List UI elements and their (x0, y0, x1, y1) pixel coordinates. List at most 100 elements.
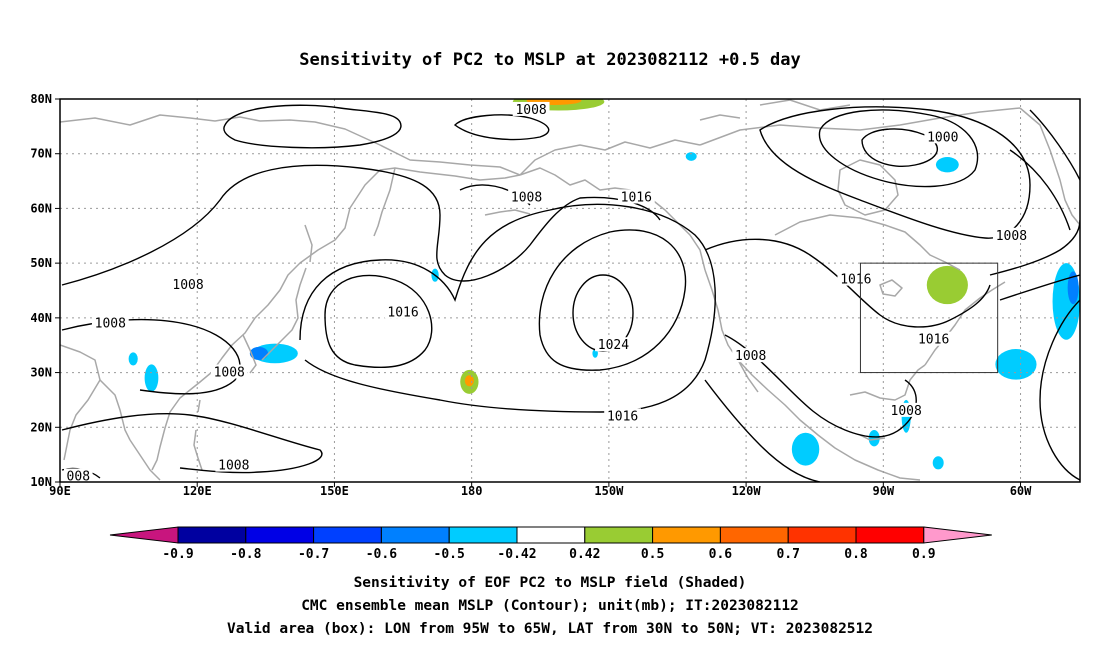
colorbar-box-3 (380, 526, 450, 544)
colorbar-label-10: 0.8 (844, 547, 868, 562)
lat-tick-label-6: 20N (30, 420, 52, 434)
contour-label-13: 1016 (607, 409, 638, 424)
colorbar-box-10 (855, 526, 925, 544)
lat-tick-label-3: 50N (30, 256, 52, 270)
colorbar-label-0: -0.9 (162, 547, 193, 562)
colorbar-box-2 (313, 526, 382, 544)
lon-tick-label-3: 180 (461, 484, 483, 498)
mslp-contours (61, 104, 1080, 482)
sensitivity-shading (128, 99, 1080, 470)
lat-tick-label-2: 60N (30, 201, 52, 215)
contour-label-10: 1024 (598, 338, 629, 353)
contour-label-bg-12 (210, 364, 248, 379)
colorbar-label-6: 0.42 (569, 547, 600, 562)
caption-valid-area: Valid area (box): LON from 95W to 65W, L… (226, 621, 873, 637)
caption-shading: Sensitivity of EOF PC2 to MSLP field (Sh… (353, 575, 747, 591)
lon-tick-label-0: 90E (49, 484, 71, 498)
contour-label-bg-7 (384, 304, 422, 319)
lon-tick-label-2: 150E (320, 484, 349, 498)
colorbar-arrow-left (109, 526, 179, 544)
shaded-region-17 (868, 430, 880, 447)
contour-label-11: 1008 (735, 349, 766, 364)
contour-label-8: 1008 (95, 316, 126, 331)
contour-label-bg-10 (595, 337, 632, 352)
shaded-region-6 (685, 152, 697, 161)
shaded-region-18 (791, 432, 820, 466)
colorbar-label-1: -0.8 (230, 547, 261, 562)
latitude-ticks: 80N 70N 60N 50N 40N 30N 20N 10N (30, 92, 60, 489)
colorbar-label-2: -0.7 (298, 547, 329, 562)
contour-label-7: 1016 (387, 305, 418, 320)
colorbar-label-5: -0.42 (497, 547, 536, 562)
shaded-region-14 (128, 352, 138, 366)
contour-label-1: 1000 (927, 130, 958, 145)
contour-label-6: 1016 (840, 273, 871, 288)
contour-label-bg-13 (604, 408, 642, 423)
contour-label-bg-8 (91, 315, 129, 330)
contour-label-5: 1008 (172, 278, 203, 293)
colorbar-label-9: 0.7 (776, 547, 799, 562)
caption-contour: CMC ensemble mean MSLP (Contour); unit(m… (301, 598, 799, 614)
colorbar-label-11: 0.9 (912, 547, 935, 562)
shaded-region-10 (1067, 271, 1079, 305)
colorbar-label-4: -0.5 (434, 547, 465, 562)
contour-label-bg-2 (508, 189, 545, 204)
contour-labels: 1008 1000 1008 1016 1008 1008 1016 1016 1008 1016… (63, 101, 1030, 485)
colorbar-box-8 (719, 526, 789, 544)
contour-label-bg-11 (732, 348, 770, 363)
coastlines (60, 99, 1080, 481)
contour-label-bg-1 (924, 129, 962, 144)
shaded-region-16 (932, 456, 944, 470)
lon-tick-label-4: 150W (594, 484, 624, 498)
map-frame (59, 98, 1081, 483)
lat-tick-label-4: 40N (30, 311, 52, 325)
contour-label-12: 1008 (214, 366, 245, 381)
colorbar-box-4 (448, 526, 518, 544)
colorbar-box-9 (787, 526, 857, 544)
contour-label-bg-15 (215, 457, 253, 472)
colorbar-box-7 (652, 526, 721, 544)
contour-label-bg-9 (915, 331, 953, 346)
contour-label-2: 1008 (511, 190, 542, 205)
contour-label-bg-3 (617, 189, 655, 204)
shaded-region-8 (995, 349, 1037, 380)
figure-title: Sensitivity of PC2 to MSLP at 2023082112… (299, 50, 801, 70)
colorbar-box-1 (245, 526, 315, 544)
colorbar-arrow-right (923, 526, 992, 544)
contour-label-bg-16 (63, 468, 93, 482)
longitude-ticks: 90E 120E 150E 180 150W 120W 90W 60W (49, 482, 1032, 498)
contour-label-bg-6 (837, 271, 875, 286)
colorbar-box-0 (177, 526, 247, 544)
lon-tick-label-6: 90W (872, 484, 894, 498)
shaded-region-19 (592, 349, 598, 358)
lon-tick-label-1: 120E (183, 484, 212, 498)
contour-label-bg-14 (887, 402, 925, 417)
contour-label-bg-0 (512, 101, 550, 116)
lon-tick-label-7: 60W (1010, 484, 1032, 498)
colorbar-box-6 (584, 526, 654, 544)
contour-label-9: 1016 (918, 333, 949, 348)
contour-label-bg-5 (169, 277, 207, 292)
contour-label-16: 008 (67, 470, 90, 485)
shaded-region-5 (935, 156, 959, 173)
contour-label-3: 1016 (621, 190, 652, 205)
lat-tick-label-5: 30N (30, 366, 52, 380)
shaded-region-2 (926, 265, 968, 305)
contour-label-0: 1008 (515, 103, 546, 118)
contour-label-15: 1008 (218, 459, 249, 474)
valid-area-box (859, 262, 999, 374)
contour-label-14: 1008 (891, 404, 922, 419)
colorbar-label-8: 0.6 (709, 547, 733, 562)
lon-tick-label-5: 120W (732, 484, 762, 498)
shaded-region-4 (464, 375, 474, 387)
lat-tick-label-0: 80N (30, 92, 52, 106)
colorbar-label-7: 0.5 (641, 547, 664, 562)
contour-label-4: 1008 (996, 229, 1027, 244)
contour-label-bg-4 (992, 227, 1030, 242)
lat-tick-label-1: 70N (30, 147, 52, 161)
shaded-region-13 (144, 364, 159, 392)
shaded-region-12 (249, 346, 269, 360)
colorbar: -0.9 -0.8 -0.7 -0.6 -0.5 -0.42 0.42 0.5 0.6 0.7 0.… (109, 526, 992, 562)
